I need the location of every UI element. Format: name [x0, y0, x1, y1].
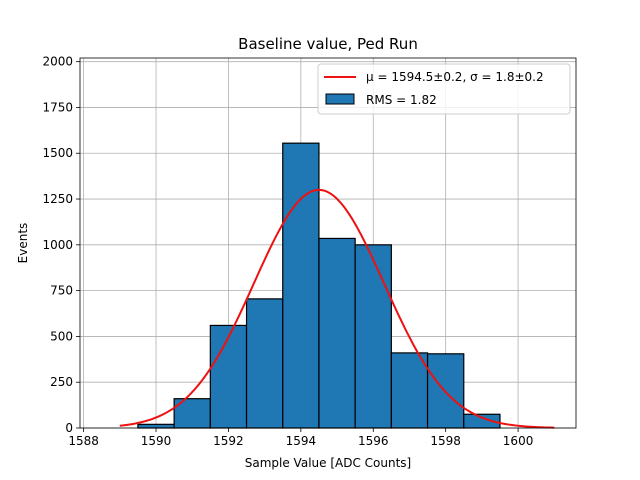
y-axis-label: Events — [16, 223, 30, 264]
y-tick-label: 1250 — [42, 192, 73, 206]
legend-box — [317, 63, 571, 115]
x-axis-ticks: 1588 1590 1592 1594 1596 1598 1600 — [68, 428, 533, 448]
x-axis-label: Sample Value [ADC Counts] — [245, 456, 411, 470]
x-tick-label: 1592 — [213, 434, 244, 448]
x-tick-label: 1594 — [286, 434, 317, 448]
x-tick-label: 1596 — [358, 434, 389, 448]
legend-hist-label: RMS = 1.82 — [366, 93, 437, 107]
grid-lines — [80, 58, 576, 429]
legend-fit-label: μ = 1594.5±0.2, σ = 1.8±0.2 — [366, 70, 544, 84]
y-tick-label: 500 — [50, 329, 73, 343]
legend: μ = 1594.5±0.2, σ = 1.8±0.2 RMS = 1.82 — [317, 63, 571, 115]
histogram-bar — [390, 352, 429, 429]
y-tick-label: 1750 — [42, 100, 73, 114]
histogram-bar — [354, 244, 392, 429]
legend-hist-swatch — [325, 93, 355, 105]
histogram-bar — [282, 142, 320, 429]
x-tick-label: 1600 — [503, 434, 534, 448]
y-tick-label: 1000 — [42, 238, 73, 252]
histogram-bar — [137, 423, 175, 429]
x-tick-label: 1588 — [68, 434, 99, 448]
chart-title: Baseline value, Ped Run — [238, 35, 418, 53]
histogram-bars — [137, 142, 501, 429]
x-tick-label: 1590 — [141, 434, 172, 448]
y-tick-label: 0 — [65, 421, 73, 435]
x-tick-label: 1598 — [430, 434, 461, 448]
y-tick-label: 750 — [50, 284, 73, 298]
y-axis-ticks: 0 250 500 750 1000 1250 1500 1750 2000 — [42, 55, 80, 435]
gaussian-fit-curve — [119, 188, 555, 429]
y-tick-label: 1500 — [42, 146, 73, 160]
y-tick-label: 2000 — [42, 55, 73, 69]
histogram-bar — [318, 237, 356, 429]
histogram-bar — [245, 298, 284, 429]
histogram-bar — [209, 324, 248, 429]
y-tick-label: 250 — [50, 375, 73, 389]
plot-frame — [79, 57, 577, 429]
